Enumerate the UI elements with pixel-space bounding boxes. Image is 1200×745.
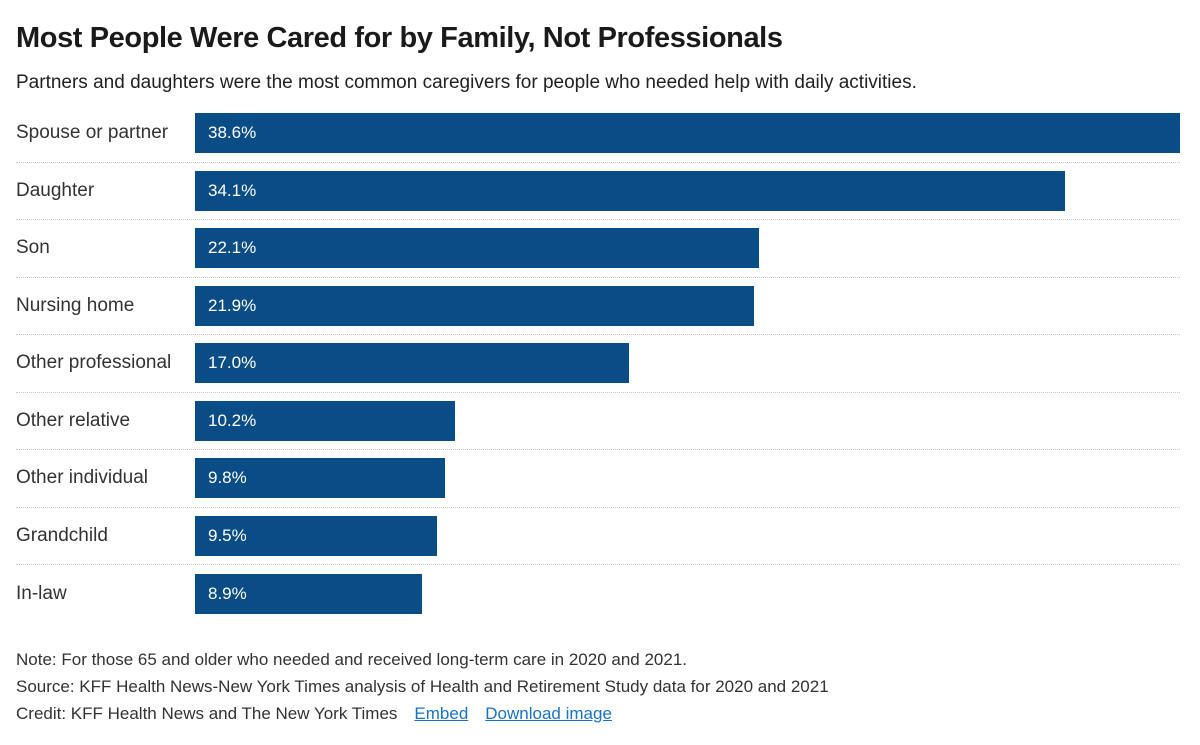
category-label: Other relative xyxy=(16,409,131,431)
category-label: Other professional xyxy=(16,352,172,374)
bar-chart: Spouse or partner 38.6% Daughter 34.1% S… xyxy=(16,105,1180,623)
bar-row: In-law 8.9% xyxy=(16,565,1180,623)
bar: 10.2% xyxy=(195,400,456,441)
chart-subtitle: Partners and daughters were the most com… xyxy=(16,72,917,93)
bar-value-label: 34.1% xyxy=(208,180,257,200)
bar: 9.8% xyxy=(195,458,446,499)
bar-track: 34.1% xyxy=(195,170,1180,211)
chart-footer: Note: For those 65 and older who needed … xyxy=(16,646,1180,727)
bar-track: 10.2% xyxy=(195,400,1180,441)
bar-row: Nursing home 21.9% xyxy=(16,278,1180,335)
note-text: Note: For those 65 and older who needed … xyxy=(16,649,688,669)
credit-text: Credit: KFF Health News and The New York… xyxy=(16,703,398,723)
bar-track: 9.8% xyxy=(195,458,1180,499)
bar: 22.1% xyxy=(195,228,759,269)
bar-value-label: 17.0% xyxy=(208,353,257,373)
category-label: In-law xyxy=(16,582,67,604)
category-label: Spouse or partner xyxy=(16,122,169,144)
bar-row: Spouse or partner 38.6% xyxy=(16,105,1180,163)
bar-track: 8.9% xyxy=(195,573,1180,614)
bar-value-label: 38.6% xyxy=(208,123,257,143)
bar: 8.9% xyxy=(195,573,423,614)
category-label: Daughter xyxy=(16,179,95,201)
bar-track: 21.9% xyxy=(195,285,1180,326)
bar: 21.9% xyxy=(195,285,754,326)
bar: 17.0% xyxy=(195,343,629,384)
bar-value-label: 10.2% xyxy=(208,410,257,430)
bar-row: Grandchild 9.5% xyxy=(16,508,1180,565)
bar: 38.6% xyxy=(195,113,1180,154)
download-image-link[interactable]: Download image xyxy=(485,703,612,723)
bar: 9.5% xyxy=(195,515,438,556)
bar-row: Other professional 17.0% xyxy=(16,335,1180,393)
bar-track: 9.5% xyxy=(195,515,1180,556)
source-text: Source: KFF Health News-New York Times a… xyxy=(16,676,829,696)
bar-track: 38.6% xyxy=(195,113,1180,154)
embed-link[interactable]: Embed xyxy=(414,703,469,723)
bar-row: Son 22.1% xyxy=(16,220,1180,278)
bar-value-label: 9.5% xyxy=(208,525,247,545)
bar-value-label: 9.8% xyxy=(208,468,247,488)
bar-value-label: 21.9% xyxy=(208,295,257,315)
bar-value-label: 22.1% xyxy=(208,238,257,258)
chart-card: Most People Were Cared for by Family, No… xyxy=(0,22,1200,745)
bar-value-label: 8.9% xyxy=(208,583,247,603)
category-label: Grandchild xyxy=(16,524,108,546)
credit-line: Credit: KFF Health News and The New York… xyxy=(16,700,1180,727)
bar-row: Other individual 9.8% xyxy=(16,450,1180,508)
bar-row: Daughter 34.1% xyxy=(16,163,1180,220)
bar-track: 22.1% xyxy=(195,228,1180,269)
chart-title: Most People Were Cared for by Family, No… xyxy=(16,22,783,54)
bar-track: 17.0% xyxy=(195,343,1180,384)
category-label: Other individual xyxy=(16,467,149,489)
bar: 34.1% xyxy=(195,170,1066,211)
category-label: Nursing home xyxy=(16,294,135,316)
bar-row: Other relative 10.2% xyxy=(16,393,1180,450)
category-label: Son xyxy=(16,237,50,259)
